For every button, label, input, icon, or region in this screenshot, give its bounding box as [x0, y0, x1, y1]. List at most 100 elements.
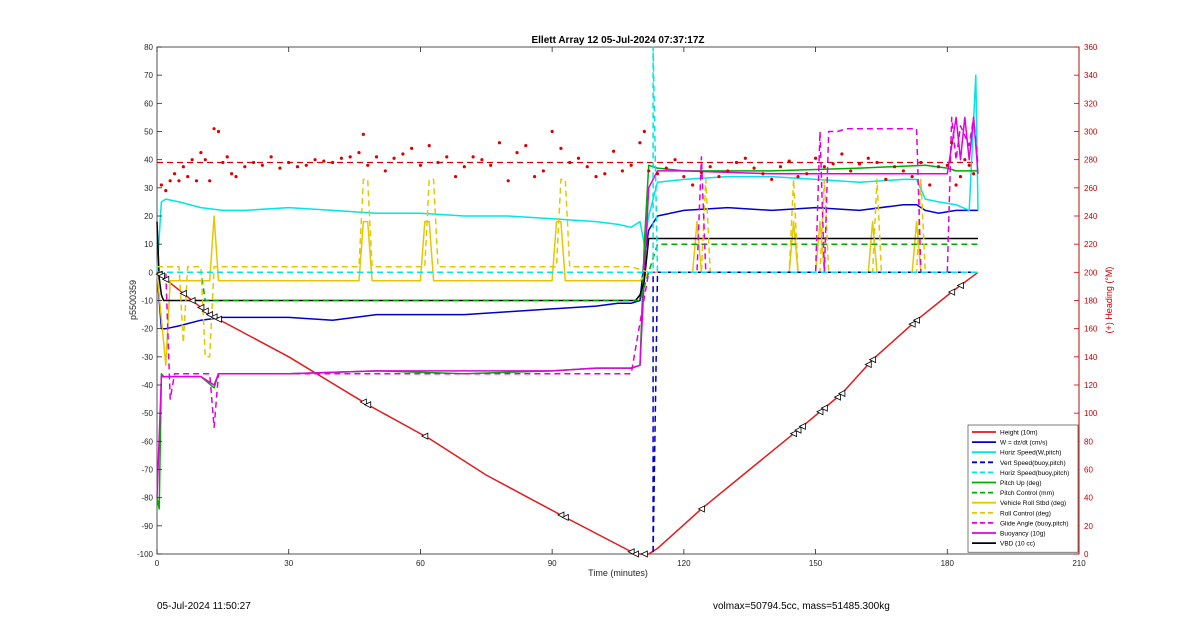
- y-axis-label: p5500359: [128, 280, 138, 320]
- heading-point: [269, 155, 273, 159]
- series-line-9: [157, 116, 979, 429]
- y-tick-label: 20: [144, 212, 153, 221]
- heading-point: [313, 158, 317, 162]
- height-marker: [210, 313, 218, 321]
- heading-point: [216, 129, 221, 134]
- heading-point: [796, 174, 800, 179]
- heading-point: [445, 155, 449, 159]
- height-marker: [561, 513, 569, 522]
- heading-point: [761, 172, 765, 176]
- legend-label: Pitch Up (deg): [1000, 480, 1042, 487]
- y2-tick-label: 340: [1084, 71, 1098, 80]
- y-tick-label: -20: [141, 325, 153, 334]
- heading-point: [967, 163, 971, 167]
- heading-point: [331, 160, 335, 165]
- legend-box: [967, 424, 1079, 553]
- series-line-11: [156, 221, 978, 302]
- height-marker: [197, 303, 205, 312]
- heading-point: [436, 160, 440, 165]
- heading-point: [576, 156, 581, 160]
- heading-point: [383, 169, 387, 173]
- heading-point: [186, 174, 190, 179]
- height-marker: [201, 307, 209, 315]
- heading-point: [875, 160, 879, 165]
- height-marker: [205, 310, 214, 319]
- heading-point: [322, 159, 326, 163]
- heading-point: [691, 183, 695, 187]
- heading-point: [936, 165, 941, 169]
- y-tick-label: -10: [141, 297, 153, 306]
- heading-point: [471, 155, 475, 159]
- legend-label: Glide Angle (buoy,pitch): [1000, 520, 1069, 527]
- heading-point: [717, 174, 721, 179]
- heading-point: [489, 163, 493, 167]
- heading-point: [585, 165, 589, 169]
- heading-point: [972, 172, 976, 176]
- height-marker: [697, 505, 705, 513]
- heading-point: [357, 151, 361, 155]
- y-tick-label: 50: [144, 128, 153, 137]
- heading-point: [418, 163, 423, 167]
- heading-point: [642, 129, 646, 134]
- heading-point: [866, 156, 870, 160]
- height-marker: [816, 408, 824, 416]
- heading-point: [203, 158, 207, 162]
- legend-label: W = dz/dt (cm/s): [1000, 440, 1048, 447]
- heading-point: [532, 174, 537, 179]
- heading-point: [168, 179, 172, 183]
- heading-point: [427, 143, 431, 148]
- height-marker: [420, 432, 429, 440]
- heading-point: [559, 146, 563, 150]
- y2-tick-label: 240: [1084, 212, 1098, 221]
- height-marker: [789, 430, 798, 438]
- heading-point: [506, 179, 510, 183]
- height-marker: [838, 389, 846, 398]
- height-marker: [631, 550, 639, 558]
- heading-point: [199, 151, 203, 155]
- y-tick-label: -60: [141, 437, 153, 446]
- heading-point: [884, 177, 888, 181]
- x-tick-label: 120: [677, 559, 691, 568]
- y2-tick-label: 280: [1084, 156, 1098, 165]
- y2-tick-label: 300: [1084, 128, 1098, 137]
- axes-layer: 0 30 60 90 120 150 180 210-100-90-80-70-60-50-4…: [137, 43, 1098, 568]
- heading-point: [208, 179, 212, 183]
- heading-point: [770, 177, 774, 181]
- heading-point: [541, 169, 545, 173]
- heading-point: [181, 165, 185, 169]
- series-line-1: [156, 203, 978, 330]
- heading-point: [243, 165, 247, 169]
- y-tick-label: -90: [141, 522, 153, 531]
- legend-label: Height (10m): [1000, 430, 1038, 437]
- height-marker: [798, 422, 806, 431]
- y2-tick-label: 80: [1084, 437, 1093, 446]
- heading-point: [734, 160, 739, 165]
- heading-point: [831, 162, 835, 166]
- legend-label: VBD (10 cc): [1000, 541, 1035, 548]
- heading-point: [910, 174, 914, 179]
- heading-point: [655, 172, 660, 176]
- y2-tick-label: 160: [1084, 325, 1098, 334]
- heading-point: [348, 155, 352, 159]
- heading-point: [524, 143, 528, 148]
- heading-point: [893, 165, 897, 169]
- y-tick-label: 70: [144, 71, 153, 80]
- heading-point: [374, 155, 379, 159]
- heading-point: [778, 165, 783, 169]
- height-marker: [947, 288, 956, 296]
- y-tick-label: -50: [141, 409, 153, 418]
- heading-point: [177, 179, 181, 183]
- x-tick-label: 30: [284, 559, 293, 568]
- legend-label: Vehicle Roll Stbd (deg): [1000, 500, 1066, 507]
- x-tick-label: 180: [941, 559, 955, 568]
- y-tick-label: -100: [137, 550, 154, 559]
- heading-point: [594, 174, 598, 179]
- heading-point: [629, 163, 633, 167]
- y2-tick-label: 60: [1084, 466, 1093, 475]
- y2-tick-label: 260: [1084, 184, 1098, 193]
- y2-tick-label: 0: [1084, 550, 1089, 559]
- y-tick-label: 60: [144, 99, 153, 108]
- y-tick-label: -30: [141, 353, 153, 362]
- y2-tick-label: 120: [1084, 381, 1098, 390]
